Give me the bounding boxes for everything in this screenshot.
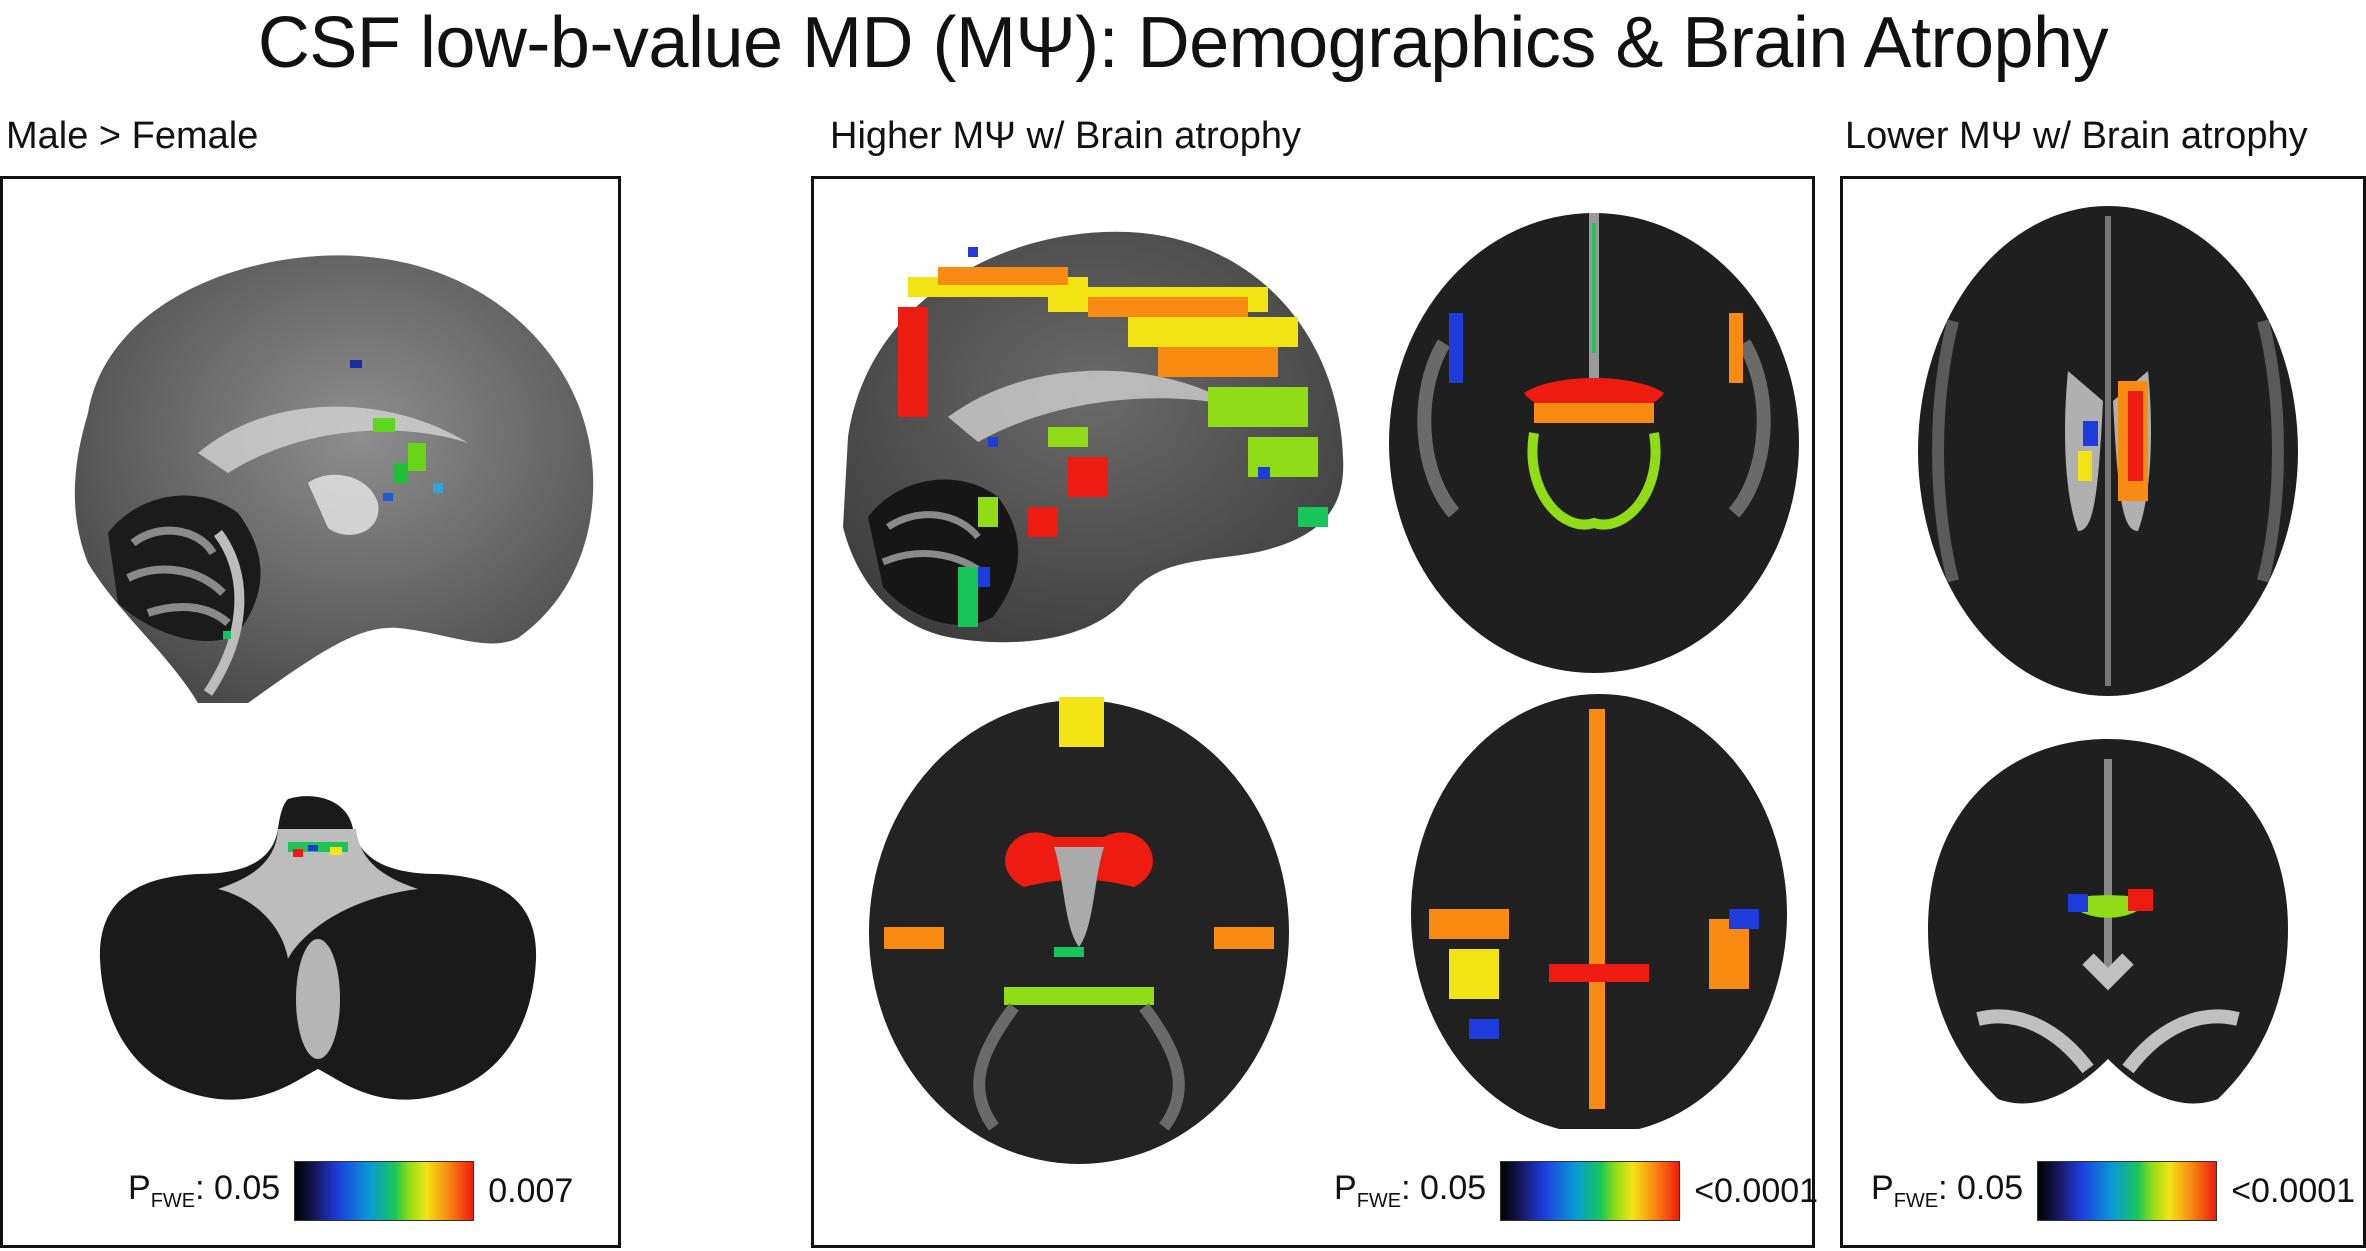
axial-slice-image (869, 697, 1289, 1164)
colorbar (1500, 1161, 1681, 1221)
colorbar-max-label: 0.007 (488, 1171, 574, 1210)
sagittal-brain-image (843, 231, 1344, 643)
panel-label-male-female: Male > Female (6, 115, 259, 157)
axial-cerebellum-image (99, 796, 537, 1100)
colorbar (2037, 1161, 2218, 1221)
panel-higher-atrophy: PFWE: 0.05 <0.0001 (811, 176, 1818, 1248)
colorbar (294, 1161, 475, 1221)
panel-lower-atrophy: PFWE: 0.05 <0.0001 (1840, 176, 2366, 1248)
colorbar-legend: PFWE: 0.05 <0.0001 (1334, 1161, 1818, 1221)
colorbar-legend: PFWE: 0.05 <0.0001 (1871, 1161, 2355, 1221)
panel-male-female: PFWE: 0.05 0.007 (0, 176, 621, 1248)
panel-label-higher-atrophy: Higher MΨ w/ Brain atrophy (830, 115, 1302, 157)
pfwe-label: PFWE: 0.05 (1334, 1169, 1487, 1212)
pfwe-label: PFWE: 0.05 (1871, 1169, 2024, 1212)
colorbar-max-label: <0.0001 (2231, 1171, 2356, 1210)
colorbar-legend: PFWE: 0.05 0.007 (128, 1161, 573, 1221)
coronal-image (1928, 739, 2288, 1104)
colorbar-max-label: <0.0001 (1694, 1171, 1819, 1210)
panel-label-lower-atrophy: Lower MΨ w/ Brain atrophy (1845, 115, 2308, 157)
axial-ventricle-image (1389, 213, 1799, 673)
figure-title: CSF low-b-value MD (MΨ): Demographics & … (257, 3, 2109, 83)
axial-superior-image (1411, 694, 1787, 1129)
axial-ventricle-image (1918, 206, 2298, 696)
pfwe-label: PFWE: 0.05 (128, 1169, 281, 1212)
sagittal-brain-image (74, 255, 594, 703)
